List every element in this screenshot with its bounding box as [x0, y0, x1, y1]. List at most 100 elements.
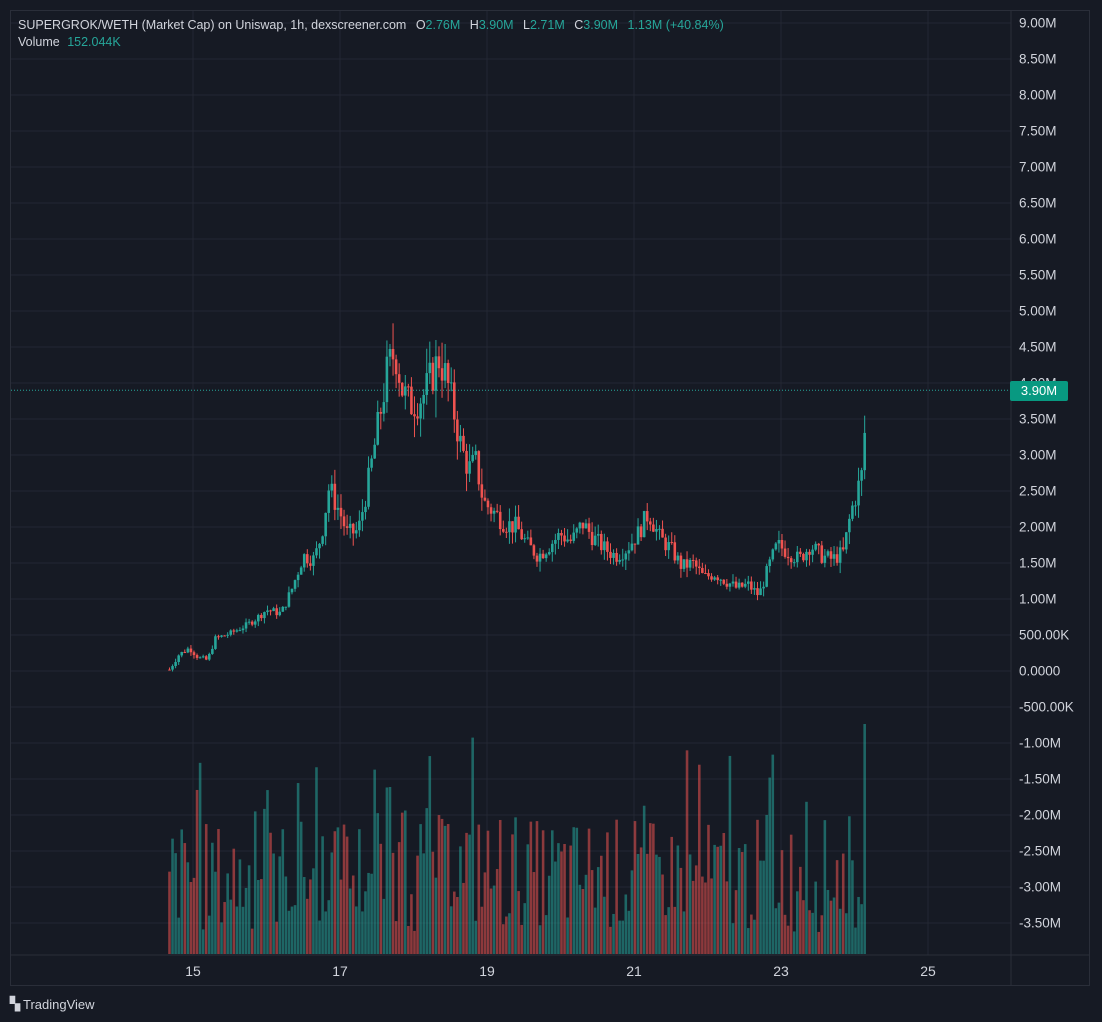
x-tick-label: 15: [185, 963, 201, 979]
candle-body: [468, 461, 471, 474]
volume-bar: [462, 882, 465, 954]
candle-body: [520, 529, 523, 540]
volume-bar: [217, 829, 220, 954]
volume-bar: [428, 756, 432, 954]
close-label: C: [574, 18, 584, 32]
candle-body: [489, 507, 493, 514]
y-tick-label: 5.00M: [1019, 304, 1057, 319]
volume-bar: [823, 820, 827, 954]
volume-bar: [593, 907, 597, 954]
candle-body: [854, 505, 857, 507]
candle-body: [358, 520, 361, 531]
volume-bar: [471, 737, 474, 954]
candle-body: [713, 577, 716, 580]
y-tick-label: 4.50M: [1019, 340, 1057, 355]
candle-body: [465, 450, 468, 474]
volume-bar: [621, 920, 625, 954]
candle-body: [707, 573, 710, 577]
candle-body: [431, 362, 435, 391]
candle-body: [630, 543, 634, 551]
volume-bar: [829, 900, 833, 954]
volume-bar: [618, 920, 621, 954]
candle-body: [753, 588, 756, 590]
candle-body: [783, 548, 787, 557]
candle-body: [198, 657, 202, 659]
y-tick-label: -3.00M: [1019, 880, 1061, 895]
candle-body: [278, 611, 282, 616]
volume-bar: [474, 920, 478, 954]
candle-body: [636, 526, 640, 545]
candle-body: [480, 484, 484, 498]
volume-bar: [802, 900, 805, 954]
candle-body: [679, 555, 683, 569]
candle-body: [832, 554, 836, 559]
x-tick-label: 19: [479, 963, 495, 979]
candle-body: [547, 552, 551, 555]
candle-body: [606, 541, 609, 552]
volume-bar: [385, 787, 389, 954]
x-tick-label: 21: [626, 963, 642, 979]
candle-body: [404, 386, 407, 396]
volume-bar: [572, 827, 576, 954]
volume-bar: [312, 868, 315, 954]
volume-bar: [204, 824, 208, 954]
volume-bar: [434, 877, 438, 954]
volume-bar: [443, 825, 447, 954]
volume-bar: [241, 906, 245, 954]
volume-bar: [652, 823, 655, 954]
volume-bar: [792, 931, 796, 954]
candle-body: [281, 606, 285, 612]
volume-bar: [266, 790, 269, 954]
candle-body: [593, 535, 597, 546]
volume-bar: [612, 913, 615, 954]
volume-bar: [587, 828, 591, 954]
volume-bar: [333, 831, 337, 954]
candle-body: [560, 532, 563, 536]
chart-frame[interactable]: [10, 10, 1090, 986]
candle-body: [235, 630, 239, 632]
volume-bar: [183, 843, 187, 954]
volume-bar: [639, 847, 643, 954]
volume-bar: [214, 871, 217, 954]
volume-label[interactable]: Volume: [18, 35, 60, 49]
candle-body: [743, 583, 747, 587]
volume-bar: [596, 867, 600, 954]
candle-body: [838, 547, 842, 563]
volume-bar: [351, 875, 355, 954]
volume-bar: [765, 814, 768, 954]
volume-bar: [740, 852, 744, 954]
volume-bar: [841, 853, 845, 954]
volume-bar: [370, 873, 373, 954]
volume-bar: [685, 750, 689, 954]
volume-bar: [707, 824, 710, 954]
candle-body: [796, 551, 799, 563]
volume-bar: [566, 917, 569, 954]
volume-bar: [327, 900, 331, 954]
candle-body: [220, 635, 223, 637]
volume-bar: [560, 851, 563, 954]
volume-bar: [517, 891, 520, 954]
candle-body: [351, 523, 355, 534]
volume-bar: [419, 824, 422, 954]
volume-bar: [348, 888, 352, 954]
candle-body: [180, 652, 184, 656]
candle-body: [786, 556, 790, 559]
volume-bar: [201, 929, 205, 954]
candle-body: [266, 610, 269, 613]
candle-body: [502, 529, 505, 532]
candle-body: [523, 538, 527, 540]
volume-bar: [673, 906, 677, 954]
candle-body: [728, 583, 732, 587]
candle-body: [750, 581, 753, 590]
candle-body: [495, 510, 499, 512]
candle-body: [789, 558, 793, 563]
candle-body: [214, 636, 217, 649]
open-value: 2.76M: [425, 18, 461, 32]
tradingview-logo[interactable]: ▚ TradingView: [10, 996, 95, 1012]
candle-body: [667, 542, 670, 551]
candle-body: [590, 531, 594, 546]
volume-bar: [480, 906, 484, 954]
symbol-title[interactable]: SUPERGROK/WETH (Market Cap) on Uniswap, …: [18, 18, 407, 32]
volume-value: 152.044K: [67, 35, 121, 49]
